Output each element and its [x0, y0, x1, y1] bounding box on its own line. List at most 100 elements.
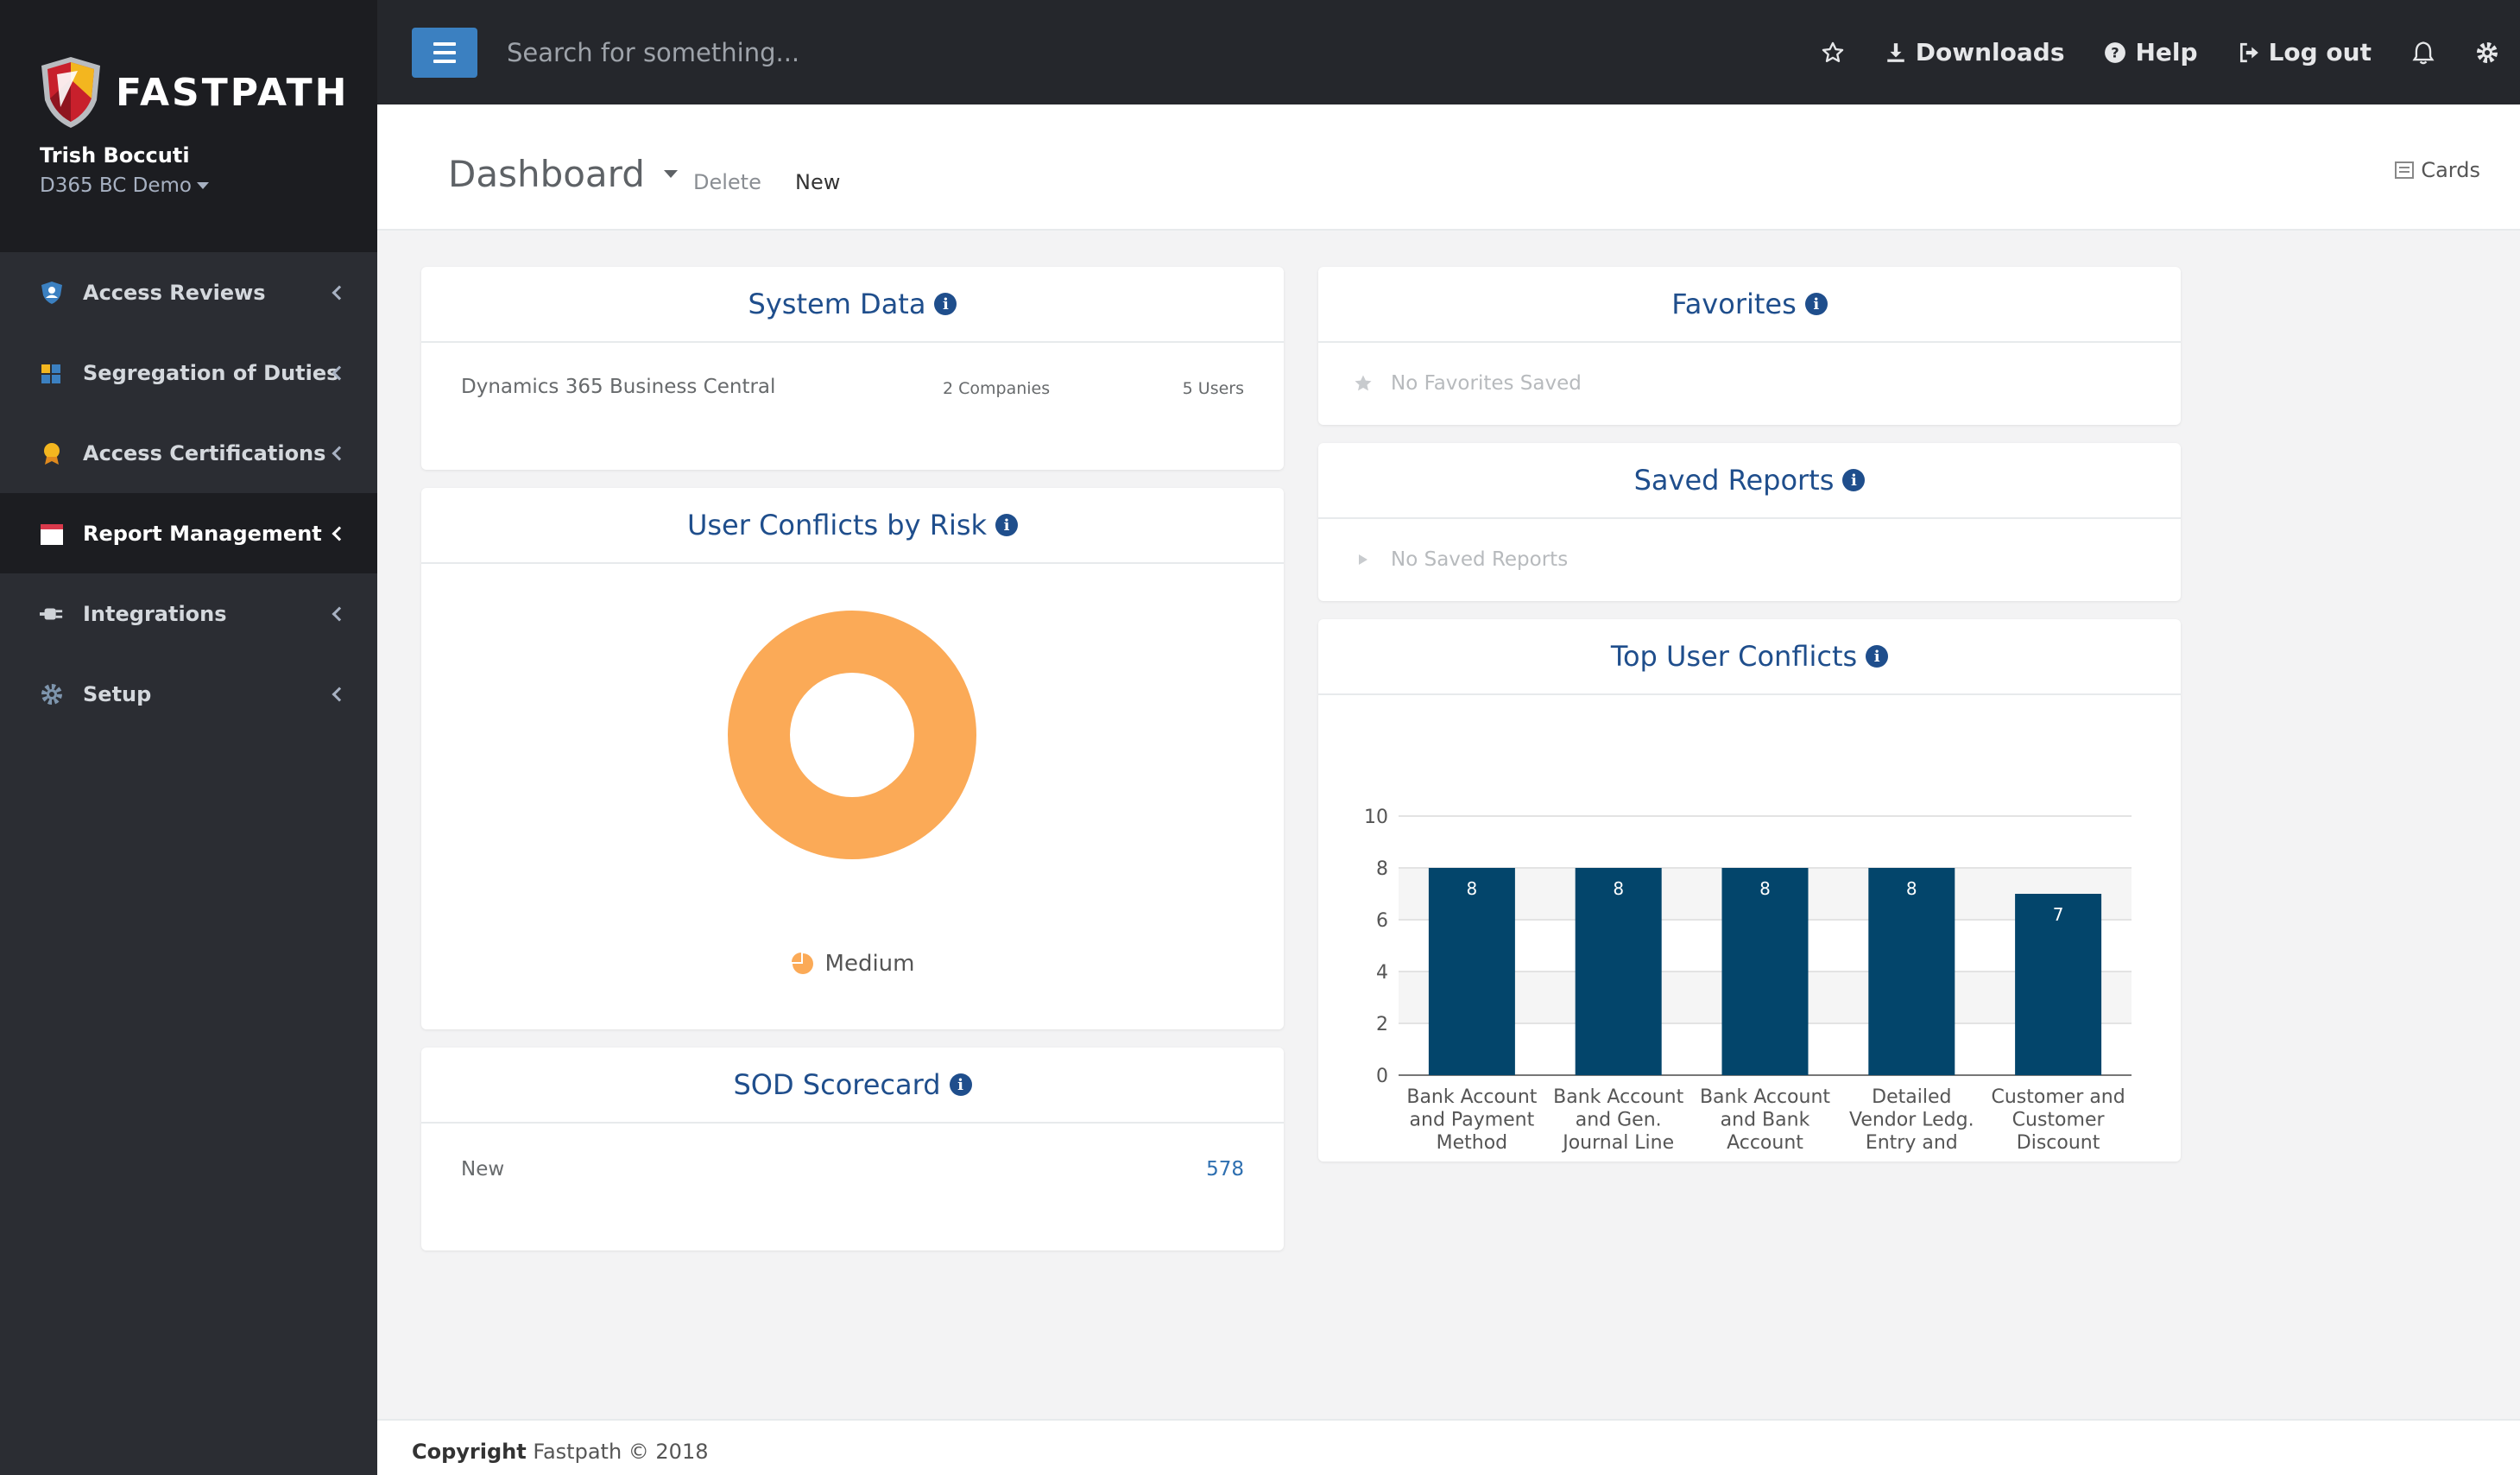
bar[interactable]: [1868, 868, 1955, 1075]
y-tick-label: 6: [1376, 910, 1388, 932]
favorites-empty-label: No Favorites Saved: [1391, 372, 1582, 395]
badge-icon: [40, 441, 64, 465]
plug-icon: [40, 602, 64, 626]
top-actions: Downloads ? Help Log out: [1821, 0, 2520, 104]
help-label: Help: [2135, 38, 2198, 66]
x-tick-label: Bank Account and Payment Method: [1406, 1086, 1537, 1154]
legend-label: Medium: [824, 951, 915, 977]
system-name: Dynamics 365 Business Central: [461, 376, 776, 398]
favorites-empty: No Favorites Saved: [1353, 372, 1582, 395]
page-title: Dashboard: [448, 153, 645, 195]
sidebar-item-integrations[interactable]: Integrations: [0, 573, 377, 654]
list-alt-icon: [2395, 161, 2415, 179]
new-dashboard-button[interactable]: New: [795, 170, 841, 194]
downloads-label: Downloads: [1915, 38, 2065, 66]
info-icon[interactable]: i: [1866, 645, 1889, 668]
delete-dashboard-button[interactable]: Delete: [693, 170, 761, 194]
card-title: User Conflicts by Risk: [686, 509, 988, 541]
saved-reports-empty-label: No Saved Reports: [1391, 548, 1569, 571]
saved-reports-card: Saved Reports i No Saved Reports: [1318, 443, 2181, 601]
sidebar-item-segregation-of-duties[interactable]: Segregation of Duties: [0, 332, 377, 413]
hamburger-icon: [433, 50, 456, 54]
sod-scorecard-card: SOD Scorecard i New 578: [421, 1048, 1284, 1250]
risk-donut-chart: [728, 611, 976, 859]
y-tick-label: 8: [1376, 858, 1388, 880]
sidebar-item-label: Segregation of Duties: [83, 360, 339, 385]
bar[interactable]: [1428, 868, 1515, 1075]
top-user-conflicts-card: Top User Conflicts i 0 2 4 6 8 10 8 Bank Accoun…: [1318, 619, 2181, 1162]
bar[interactable]: [1721, 868, 1809, 1075]
copyright-text: Fastpath © 2018: [526, 1440, 709, 1464]
user-name: Trish Boccuti: [40, 143, 190, 168]
settings-gear-icon[interactable]: [2475, 41, 2499, 65]
sidebar: FASTPATH Trish Boccuti D365 BC Demo Acce…: [0, 0, 377, 1475]
card-header: Saved Reports i: [1318, 443, 2181, 519]
card-title: Saved Reports: [1633, 464, 1835, 497]
sod-status-value[interactable]: 578: [1206, 1158, 1244, 1181]
chevron-left-icon: [332, 687, 347, 701]
copyright: Copyright Fastpath © 2018: [412, 1440, 708, 1464]
info-icon[interactable]: i: [1804, 293, 1828, 315]
help-link[interactable]: ? Help: [2104, 38, 2198, 66]
bar[interactable]: [2015, 894, 2102, 1075]
org-name: D365 BC Demo: [40, 174, 193, 197]
logout-label: Log out: [2268, 38, 2372, 66]
system-row[interactable]: Dynamics 365 Business Central 2 Companie…: [421, 343, 1284, 438]
bar-value-label: 7: [2053, 904, 2064, 925]
star-icon: [1353, 373, 1374, 394]
puzzle-icon: [40, 361, 64, 385]
profile-panel: FASTPATH Trish Boccuti D365 BC Demo: [0, 0, 377, 252]
info-icon[interactable]: i: [995, 514, 1019, 536]
page-header: Dashboard Delete New Cards: [377, 104, 2520, 231]
bell-icon[interactable]: [2411, 40, 2435, 66]
card-header: Top User Conflicts i: [1318, 619, 2181, 695]
cards-label: Cards: [2421, 158, 2480, 182]
donut-slice-medium[interactable]: [728, 611, 976, 859]
bar-value-label: 8: [1613, 878, 1624, 899]
y-tick-label: 4: [1376, 962, 1388, 984]
card-header: System Data i: [421, 267, 1284, 343]
x-tick-label: Customer andCustomerDiscountGroup: [1991, 1086, 2125, 1155]
bar-value-label: 8: [1759, 878, 1771, 899]
bar[interactable]: [1575, 868, 1662, 1075]
sidebar-item-label: Setup: [83, 681, 152, 706]
sidebar-item-label: Access Reviews: [83, 280, 266, 305]
card-title: System Data: [748, 288, 926, 320]
hamburger-icon: [433, 41, 456, 46]
card-title: Top User Conflicts: [1610, 640, 1858, 673]
info-icon[interactable]: i: [949, 1073, 972, 1096]
downloads-link[interactable]: Downloads: [1885, 38, 2065, 66]
y-tick-label: 0: [1376, 1066, 1388, 1087]
search-input[interactable]: [507, 37, 1197, 67]
x-tick-label: Bank Account and Gen. Journal Line: [1553, 1086, 1683, 1154]
menu-toggle-button[interactable]: [412, 27, 477, 78]
sidebar-item-access-reviews[interactable]: Access Reviews: [0, 252, 377, 332]
info-icon[interactable]: i: [1842, 469, 1866, 491]
copyright-bold: Copyright: [412, 1440, 527, 1464]
cards-view-toggle[interactable]: Cards: [2395, 158, 2480, 182]
sidebar-item-report-management[interactable]: Report Management: [0, 493, 377, 573]
sidebar-item-label: Integrations: [83, 601, 227, 626]
logout-link[interactable]: Log out: [2238, 38, 2372, 66]
sidebar-item-access-certifications[interactable]: Access Certifications: [0, 413, 377, 493]
system-data-card: System Data i Dynamics 365 Business Cent…: [421, 267, 1284, 470]
gear-icon: [40, 682, 64, 706]
companies-count: 2 Companies: [943, 379, 1051, 398]
caret-down-icon: [197, 182, 210, 189]
card-title: SOD Scorecard: [733, 1068, 941, 1101]
card-title: Favorites: [1671, 288, 1797, 320]
top-bar: Downloads ? Help Log out: [377, 0, 2520, 104]
sidebar-item-setup[interactable]: Setup: [0, 654, 377, 734]
info-icon[interactable]: i: [934, 293, 957, 315]
y-tick-label: 2: [1376, 1014, 1388, 1035]
footer: Copyright Fastpath © 2018: [377, 1419, 2520, 1475]
dashboard-selector[interactable]: Dashboard: [448, 153, 678, 195]
card-header: User Conflicts by Risk i: [421, 488, 1284, 564]
sign-out-icon: [2239, 42, 2258, 62]
org-selector[interactable]: D365 BC Demo: [40, 174, 210, 197]
chart-legend[interactable]: Medium: [421, 951, 1284, 977]
shield-user-icon: [40, 281, 64, 305]
download-icon: [1887, 42, 1904, 62]
star-icon[interactable]: [1821, 41, 1845, 65]
